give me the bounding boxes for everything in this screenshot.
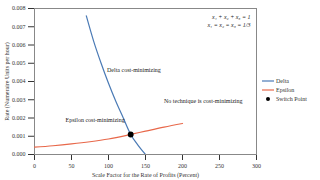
svg-text:0.002: 0.002 (12, 115, 26, 121)
svg-text:50: 50 (69, 163, 75, 169)
svg-text:0.007: 0.007 (12, 24, 26, 30)
svg-text:Scale Factor for the Rate of P: Scale Factor for the Rate of Profits (Pe… (92, 172, 199, 179)
svg-text:Epsilon cost-minimizing: Epsilon cost-minimizing (66, 117, 125, 123)
svg-text:Delta cost-minimizing: Delta cost-minimizing (107, 67, 161, 73)
svg-text:0.008: 0.008 (12, 5, 26, 11)
svg-text:0.005: 0.005 (12, 60, 26, 66)
svg-text:100: 100 (104, 163, 113, 169)
html-text:Epsilon: Epsilon (276, 86, 295, 93)
svg-text:150: 150 (141, 163, 150, 169)
svg-text:200: 200 (178, 163, 187, 169)
svg-text:0: 0 (33, 163, 36, 169)
html-text:Switch Point: Switch Point (276, 95, 307, 102)
svg-text:0.003: 0.003 (12, 97, 26, 103)
svg-text:0.004: 0.004 (12, 78, 26, 84)
svg-text:Rate (Numeraire Units per hour: Rate (Numeraire Units per hour) (4, 42, 11, 120)
svg-text:No technique is cost-minimizin: No technique is cost-minimizing (164, 98, 243, 104)
svg-text:0.000: 0.000 (12, 151, 26, 157)
svg-text:300: 300 (252, 163, 261, 169)
html-text:Delta: Delta (276, 77, 289, 84)
svg-text:0.001: 0.001 (12, 133, 26, 139)
svg-text:250: 250 (215, 163, 224, 169)
svg-text:0.006: 0.006 (12, 42, 26, 48)
svg-text:x₁ + x₂ + x₃ = 1x₁ = x₂ = x₃ =: x₁ + x₂ + x₃ = 1x₁ = x₂ = x₃ = 1/3 (206, 14, 250, 28)
